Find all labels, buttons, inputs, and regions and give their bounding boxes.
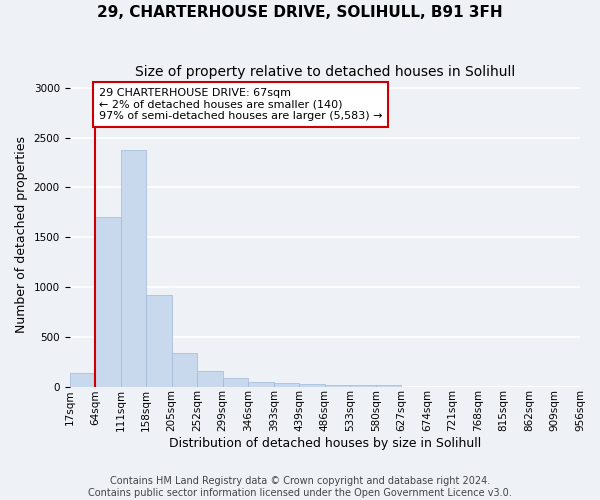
Bar — [223, 378, 248, 386]
Text: 29, CHARTERHOUSE DRIVE, SOLIHULL, B91 3FH: 29, CHARTERHOUSE DRIVE, SOLIHULL, B91 3F… — [97, 5, 503, 20]
Bar — [274, 383, 299, 386]
Bar — [70, 372, 95, 386]
Bar — [350, 385, 376, 386]
Bar — [146, 295, 172, 386]
Bar — [172, 352, 197, 386]
Title: Size of property relative to detached houses in Solihull: Size of property relative to detached ho… — [134, 65, 515, 79]
Bar — [325, 384, 350, 386]
Bar — [197, 370, 223, 386]
Y-axis label: Number of detached properties: Number of detached properties — [15, 136, 28, 333]
Text: Contains HM Land Registry data © Crown copyright and database right 2024.
Contai: Contains HM Land Registry data © Crown c… — [88, 476, 512, 498]
X-axis label: Distribution of detached houses by size in Solihull: Distribution of detached houses by size … — [169, 437, 481, 450]
Bar — [95, 218, 121, 386]
Bar — [248, 382, 274, 386]
Text: 29 CHARTERHOUSE DRIVE: 67sqm
← 2% of detached houses are smaller (140)
97% of se: 29 CHARTERHOUSE DRIVE: 67sqm ← 2% of det… — [99, 88, 382, 121]
Bar — [121, 150, 146, 386]
Bar — [299, 384, 325, 386]
